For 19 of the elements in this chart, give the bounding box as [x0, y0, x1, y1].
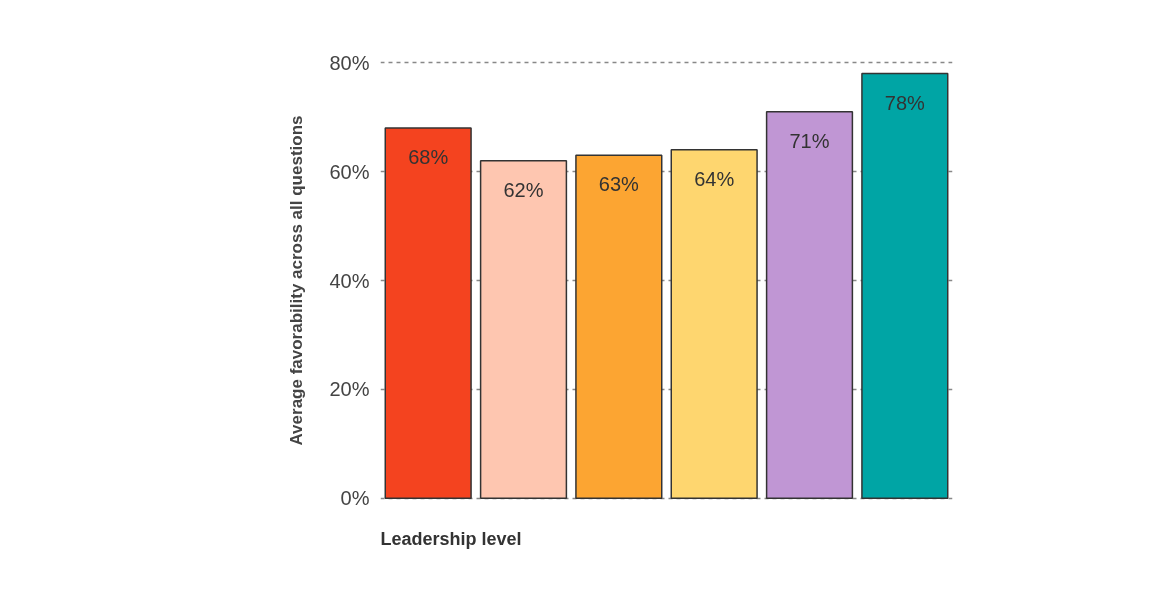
data-label: 68%	[408, 146, 449, 169]
bar	[384, 127, 472, 500]
bar	[861, 72, 949, 500]
bar	[479, 159, 568, 500]
bar	[670, 149, 758, 500]
y-axis-title: Average favorability across all questions	[287, 115, 307, 446]
bar	[765, 110, 854, 500]
bar	[575, 154, 663, 500]
y-tick-label: 0%	[340, 487, 370, 510]
data-label: 62%	[503, 178, 544, 201]
y-tick-label: 20%	[329, 378, 370, 401]
data-label: 63%	[598, 173, 640, 196]
x-axis-title: Leadership level	[380, 528, 522, 549]
data-label: 64%	[694, 167, 735, 190]
y-tick-label: 60%	[329, 160, 370, 183]
y-tick-label: 40%	[329, 269, 370, 292]
data-label: 71%	[789, 129, 830, 152]
y-tick-label: 80%	[329, 51, 370, 74]
data-label: 78%	[884, 91, 926, 114]
